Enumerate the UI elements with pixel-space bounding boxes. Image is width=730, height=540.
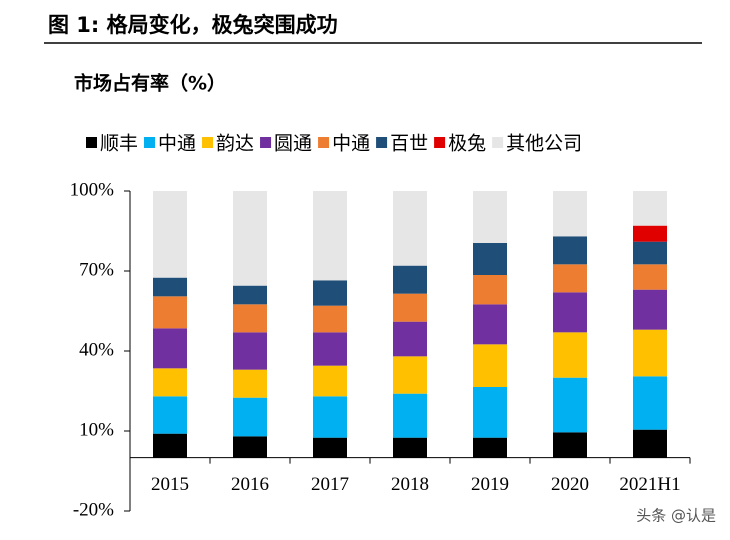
bar-segment: [153, 368, 187, 397]
bar-segment: [313, 191, 347, 281]
bar-segment: [633, 241, 667, 265]
bar-segment: [233, 332, 267, 370]
x-tick-label: 2019: [471, 474, 509, 495]
bar-segment: [233, 397, 267, 437]
legend-label: 韵达: [216, 133, 254, 155]
bar-segment: [313, 280, 347, 306]
y-tick-label: -20%: [73, 499, 114, 520]
bar-segment: [393, 393, 427, 438]
y-tick-label: 10%: [79, 419, 114, 440]
legend-label: 百世: [390, 133, 428, 155]
x-tick-label: 2020: [551, 474, 589, 495]
chart-title: 市场占有率（%）: [74, 72, 226, 95]
bar-segment: [153, 328, 187, 369]
legend-swatch: [260, 137, 272, 148]
x-tick-label: 2016: [231, 474, 269, 495]
bar-segment: [473, 243, 507, 275]
bar-segment: [393, 356, 427, 394]
bar-segment: [553, 292, 587, 333]
x-tick-label: 2017: [311, 474, 349, 495]
legend-label: 其他公司: [506, 133, 582, 155]
bar-segment: [313, 365, 347, 397]
bar-segment: [473, 304, 507, 345]
bar-segment: [473, 275, 507, 305]
bar-segment: [393, 321, 427, 357]
bar-segment: [553, 236, 587, 265]
bar-segment: [233, 285, 267, 305]
bar-segment: [633, 329, 667, 377]
bar-segment: [553, 264, 587, 293]
bar-segment: [553, 191, 587, 237]
y-tick-label: 40%: [79, 339, 114, 360]
bar-segment: [633, 225, 667, 242]
bar-segment: [233, 304, 267, 333]
bar-segment: [473, 344, 507, 387]
figure-title: 图 1: 格局变化，极兔突围成功: [48, 13, 338, 37]
bar-segment: [313, 305, 347, 333]
legend-swatch: [86, 137, 97, 148]
bar-segment: [153, 396, 187, 434]
bar-segment: [153, 277, 187, 297]
bar-segment: [313, 437, 347, 458]
legend-swatch: [202, 137, 214, 148]
bar-segment: [233, 436, 267, 458]
y-tick-label: 100%: [70, 179, 115, 200]
bar-segment: [633, 191, 667, 226]
legend-label: 中通: [332, 133, 370, 155]
bar-segment: [313, 332, 347, 366]
legend-label: 圆通: [274, 133, 312, 155]
bar-segment: [393, 265, 427, 294]
bar-segment: [553, 432, 587, 458]
legend-label: 极兔: [448, 133, 486, 155]
legend-swatch: [318, 137, 330, 148]
bar-segment: [153, 191, 187, 278]
bar-segment: [313, 396, 347, 438]
bar-segment: [393, 191, 427, 266]
bar-segment: [233, 191, 267, 286]
bar-segment: [233, 369, 267, 398]
bar-segment: [553, 332, 587, 378]
bar-segment: [633, 376, 667, 430]
bar-segment: [473, 437, 507, 458]
bar-segment: [153, 433, 187, 458]
bar-segment: [153, 296, 187, 329]
legend-label: 顺丰: [100, 133, 138, 155]
bar-segment: [633, 429, 667, 458]
bar-segment: [473, 191, 507, 243]
bar-segment: [393, 437, 427, 458]
bar-segment: [553, 377, 587, 433]
legend-swatch: [376, 137, 388, 148]
legend-swatch: [434, 137, 446, 148]
legend-swatch: [144, 137, 156, 148]
bar-segment: [393, 293, 427, 322]
legend-swatch: [492, 137, 504, 148]
x-tick-label: 2018: [391, 474, 429, 495]
x-tick-label: 2021H1: [619, 474, 680, 495]
legend-label: 中通: [158, 133, 196, 155]
y-tick-label: 70%: [79, 259, 114, 280]
x-tick-label: 2015: [151, 474, 189, 495]
watermark: 头条 @认是: [636, 507, 716, 525]
bar-segment: [473, 387, 507, 438]
bar-segment: [633, 289, 667, 330]
bar-segment: [633, 264, 667, 290]
